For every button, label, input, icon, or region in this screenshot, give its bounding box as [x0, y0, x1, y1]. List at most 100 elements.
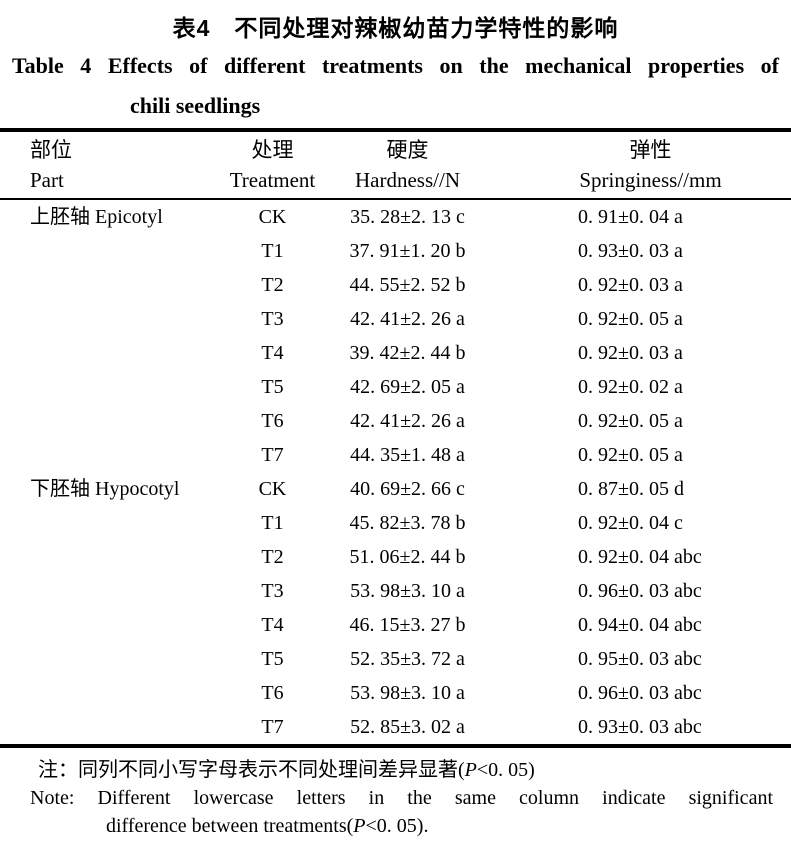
column-header-treatment-en: Treatment: [229, 168, 316, 192]
table-header-rule: [0, 198, 791, 200]
cell-part: [0, 234, 210, 268]
column-header-springiness-zh: 弹性: [629, 138, 672, 162]
cell-part: [0, 642, 210, 676]
table-row: T4 46. 15±3. 27 b 0. 94±0. 04 abc: [0, 608, 791, 642]
cell-hardness: 53. 98±3. 10 a: [350, 682, 465, 704]
cell-treatment: T5: [261, 376, 284, 398]
cell-springiness: 0. 93±0. 03 abc: [578, 716, 702, 738]
footnote-en-line2: difference between treatments(P<0. 05).: [0, 812, 791, 840]
cell-treatment: T2: [261, 274, 284, 296]
cell-hardness: 35. 28±2. 13 c: [350, 206, 465, 228]
table-row: T2 51. 06±2. 44 b 0. 92±0. 04 abc: [0, 540, 791, 574]
table-title-en-line1: Table 4 Effects of different treatments …: [12, 53, 779, 78]
footnote-en-text: difference between treatments(: [106, 815, 354, 837]
cell-springiness: 0. 96±0. 03 abc: [578, 682, 702, 704]
cell-treatment: T7: [261, 716, 284, 738]
column-header-springiness: 弹性 Springiness//mm: [480, 135, 791, 195]
table-title-en: Table 4 Effects of different treatments …: [0, 46, 791, 126]
cell-hardness: 39. 42±2. 44 b: [349, 342, 466, 364]
cell-part: [0, 710, 210, 744]
table-footnotes: 注：同列不同小写字母表示不同处理间差异显著(P<0. 05) Note: Dif…: [0, 756, 791, 840]
cell-hardness: 42. 69±2. 05 a: [350, 376, 465, 398]
cell-treatment: T1: [261, 512, 284, 534]
cell-springiness: 0. 94±0. 04 abc: [578, 614, 702, 636]
cell-springiness: 0. 92±0. 04 abc: [578, 546, 702, 568]
table-row: T7 52. 85±3. 02 a 0. 93±0. 03 abc: [0, 710, 791, 744]
table-row: T3 42. 41±2. 26 a 0. 92±0. 05 a: [0, 302, 791, 336]
column-header-treatment-zh: 处理: [251, 138, 294, 162]
cell-treatment: CK: [258, 206, 287, 228]
cell-treatment: T7: [261, 444, 284, 466]
cell-hardness: 53. 98±3. 10 a: [350, 580, 465, 602]
cell-part: 下胚轴 Hypocotyl: [30, 478, 180, 500]
cell-part: [0, 540, 210, 574]
table-body: 上胚轴 Epicotyl CK 35. 28±2. 13 c 0. 91±0. 04 …: [0, 200, 791, 744]
cell-part: [0, 438, 210, 472]
footnote-zh-text-suffix: <0. 05): [476, 759, 535, 781]
cell-hardness: 44. 35±1. 48 a: [350, 444, 465, 466]
cell-hardness: 52. 35±3. 72 a: [350, 648, 465, 670]
cell-part: [0, 574, 210, 608]
cell-springiness: 0. 92±0. 05 a: [578, 410, 683, 432]
cell-springiness: 0. 91±0. 04 a: [578, 206, 683, 228]
table-row: 下胚轴 Hypocotyl CK 40. 69±2. 66 c 0. 87±0. 05…: [0, 472, 791, 506]
cell-springiness: 0. 96±0. 03 abc: [578, 580, 702, 602]
cell-springiness: 0. 95±0. 03 abc: [578, 648, 702, 670]
cell-springiness: 0. 92±0. 05 a: [578, 308, 683, 330]
column-header-springiness-en: Springiness//mm: [579, 168, 722, 192]
cell-part: [0, 370, 210, 404]
column-header-part: 部位 Part: [0, 135, 210, 195]
cell-springiness: 0. 87±0. 05 d: [578, 478, 684, 500]
footnote-zh-text: 注：同列不同小写字母表示不同处理间差异显著(: [38, 759, 465, 781]
table-row: T6 42. 41±2. 26 a 0. 92±0. 05 a: [0, 404, 791, 438]
cell-part: [0, 404, 210, 438]
column-header-hardness-en: Hardness//N: [355, 168, 460, 192]
cell-treatment: CK: [258, 478, 287, 500]
cell-springiness: 0. 93±0. 03 a: [578, 240, 683, 262]
column-header-part-en: Part: [30, 168, 64, 192]
table-row: T4 39. 42±2. 44 b 0. 92±0. 03 a: [0, 336, 791, 370]
table-row: T3 53. 98±3. 10 a 0. 96±0. 03 abc: [0, 574, 791, 608]
cell-part: [0, 506, 210, 540]
cell-treatment: T4: [261, 342, 284, 364]
cell-springiness: 0. 92±0. 04 c: [578, 512, 683, 534]
footnote-en-p-symbol: P: [353, 815, 366, 837]
column-header-hardness: 硬度 Hardness//N: [335, 135, 480, 195]
cell-part: 上胚轴 Epicotyl: [30, 206, 163, 228]
table-row: 上胚轴 Epicotyl CK 35. 28±2. 13 c 0. 91±0. 04 …: [0, 200, 791, 234]
table-top-rule: [0, 128, 791, 132]
cell-treatment: T5: [261, 648, 284, 670]
table-row: T6 53. 98±3. 10 a 0. 96±0. 03 abc: [0, 676, 791, 710]
cell-treatment: T6: [261, 682, 284, 704]
cell-hardness: 45. 82±3. 78 b: [349, 512, 466, 534]
table-row: T2 44. 55±2. 52 b 0. 92±0. 03 a: [0, 268, 791, 302]
cell-hardness: 52. 85±3. 02 a: [350, 716, 465, 738]
table-row: T7 44. 35±1. 48 a 0. 92±0. 05 a: [0, 438, 791, 472]
cell-treatment: T3: [261, 308, 284, 330]
cell-hardness: 37. 91±1. 20 b: [349, 240, 466, 262]
cell-hardness: 40. 69±2. 66 c: [350, 478, 465, 500]
cell-part: [0, 268, 210, 302]
table-title-en-line2: chili seedlings: [130, 93, 261, 118]
table-bottom-rule: [0, 744, 791, 748]
table-row: T1 37. 91±1. 20 b 0. 93±0. 03 a: [0, 234, 791, 268]
cell-hardness: 51. 06±2. 44 b: [349, 546, 466, 568]
column-header-part-zh: 部位: [30, 138, 72, 162]
cell-springiness: 0. 92±0. 05 a: [578, 444, 683, 466]
cell-part: [0, 676, 210, 710]
table-header-row: 部位 Part 处理 Treatment 硬度 Hardness//N 弹性 S…: [0, 132, 791, 198]
cell-treatment: T4: [261, 614, 284, 636]
table-title-zh: 表4 不同处理对辣椒幼苗力学特性的影响: [172, 15, 619, 41]
cell-hardness: 44. 55±2. 52 b: [349, 274, 466, 296]
footnote-en-line1: Note: Different lowercase letters in the…: [30, 787, 773, 809]
footnote-en-text-suffix: <0. 05).: [365, 815, 429, 837]
table-row: T1 45. 82±3. 78 b 0. 92±0. 04 c: [0, 506, 791, 540]
cell-hardness: 46. 15±3. 27 b: [349, 614, 466, 636]
cell-treatment: T1: [261, 240, 284, 262]
column-header-treatment: 处理 Treatment: [210, 135, 335, 195]
cell-springiness: 0. 92±0. 02 a: [578, 376, 683, 398]
cell-hardness: 42. 41±2. 26 a: [350, 410, 465, 432]
table-row: T5 42. 69±2. 05 a 0. 92±0. 02 a: [0, 370, 791, 404]
footnote-zh: 注：同列不同小写字母表示不同处理间差异显著(P<0. 05): [0, 756, 791, 784]
